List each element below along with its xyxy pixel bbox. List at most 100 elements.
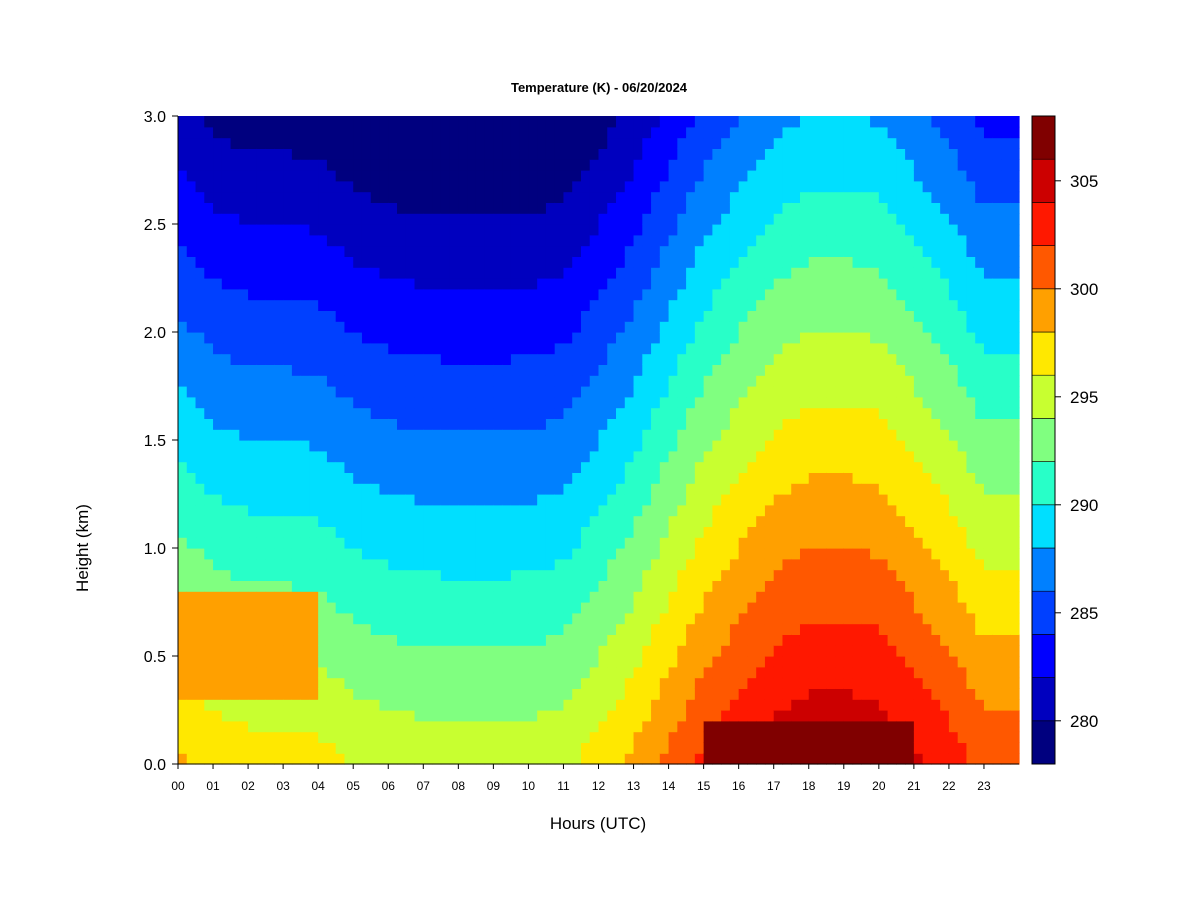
heatmap-cell xyxy=(563,569,573,581)
heatmap-cell xyxy=(712,623,722,635)
heatmap-cell xyxy=(537,612,547,625)
heatmap-cell xyxy=(467,483,477,495)
heatmap-cell xyxy=(230,137,240,149)
heatmap-cell xyxy=(300,342,311,355)
heatmap-cell xyxy=(694,450,705,463)
heatmap-cell xyxy=(300,504,311,517)
heatmap-cell xyxy=(756,472,766,484)
heatmap-cell xyxy=(239,645,249,657)
heatmap-cell xyxy=(397,666,407,679)
heatmap-cell xyxy=(642,472,652,484)
heatmap-cell xyxy=(817,202,827,214)
heatmap-cell xyxy=(545,321,556,333)
heatmap-cell xyxy=(204,569,214,581)
heatmap-cell xyxy=(195,440,205,452)
heatmap-cell xyxy=(178,612,188,625)
heatmap-cell xyxy=(580,191,591,203)
heatmap-cell xyxy=(738,472,749,484)
heatmap-cell xyxy=(747,126,757,139)
heatmap-cell xyxy=(283,591,293,603)
heatmap-cell xyxy=(283,386,293,398)
heatmap-cell xyxy=(878,569,889,581)
heatmap-cell xyxy=(835,396,845,409)
heatmap-cell xyxy=(502,116,512,128)
heatmap-cell xyxy=(703,180,713,193)
heatmap-cell xyxy=(651,710,661,722)
heatmap-cell xyxy=(353,148,363,160)
heatmap-cell xyxy=(458,288,468,301)
heatmap-cell xyxy=(458,548,468,560)
heatmap-cell xyxy=(335,386,346,398)
heatmap-cell xyxy=(870,396,880,409)
heatmap-cell xyxy=(379,170,389,182)
heatmap-cell xyxy=(668,526,678,538)
heatmap-cell xyxy=(607,483,617,495)
heatmap-cell xyxy=(598,645,608,657)
heatmap-cell xyxy=(256,591,267,603)
heatmap-cell xyxy=(239,515,249,527)
heatmap-cell xyxy=(852,699,862,711)
heatmap-cell xyxy=(213,224,223,236)
heatmap-cell xyxy=(896,688,906,700)
heatmap-cell xyxy=(738,191,749,203)
heatmap-cell xyxy=(861,288,871,301)
heatmap-cell xyxy=(580,710,591,722)
heatmap-cell xyxy=(379,450,389,463)
heatmap-cell xyxy=(361,267,372,279)
heatmap-cell xyxy=(791,548,801,560)
heatmap-cell xyxy=(633,515,643,527)
heatmap-cell xyxy=(747,299,757,311)
heatmap-cell xyxy=(256,267,267,279)
heatmap-cell xyxy=(405,580,416,592)
heatmap-cell xyxy=(624,278,635,290)
heatmap-cell xyxy=(440,688,451,700)
heatmap-cell xyxy=(545,137,556,149)
heatmap-cell xyxy=(563,580,573,592)
heatmap-cell xyxy=(361,234,372,247)
heatmap-cell xyxy=(432,224,442,236)
heatmap-cell xyxy=(563,407,573,419)
heatmap-cell xyxy=(432,407,442,419)
heatmap-cell xyxy=(799,429,810,441)
heatmap-cell xyxy=(817,548,827,560)
heatmap-cell xyxy=(300,234,311,247)
heatmap-cell xyxy=(309,612,319,625)
heatmap-cell xyxy=(379,245,389,257)
heatmap-cell xyxy=(449,537,459,549)
heatmap-cell xyxy=(309,202,319,214)
heatmap-cell xyxy=(361,742,372,754)
heatmap-cell xyxy=(835,321,845,333)
heatmap-cell xyxy=(826,256,836,268)
heatmap-cell xyxy=(213,591,223,603)
heatmap-cell xyxy=(537,364,547,376)
heatmap-cell xyxy=(502,202,512,214)
heatmap-cell xyxy=(300,580,311,592)
heatmap-cell xyxy=(817,310,827,322)
heatmap-cell xyxy=(502,159,512,171)
heatmap-cell xyxy=(484,634,494,646)
heatmap-cell xyxy=(616,569,626,581)
heatmap-cell xyxy=(852,137,862,149)
heatmap-cell xyxy=(291,569,302,581)
heatmap-cell xyxy=(712,742,722,754)
heatmap-cell xyxy=(510,288,521,301)
heatmap-cell xyxy=(265,461,275,473)
heatmap-cell xyxy=(502,634,512,646)
heatmap-cell xyxy=(213,472,223,484)
heatmap-cell xyxy=(896,429,906,441)
heatmap-cell xyxy=(274,558,284,571)
heatmap-cell xyxy=(537,310,547,322)
heatmap-cell xyxy=(475,666,486,679)
heatmap-cell xyxy=(799,116,810,128)
heatmap-cell xyxy=(388,267,398,279)
heatmap-cell xyxy=(791,537,801,549)
heatmap-cell xyxy=(747,396,757,409)
heatmap-cell xyxy=(484,256,494,268)
heatmap-cell xyxy=(309,278,319,290)
heatmap-cell xyxy=(764,645,775,657)
heatmap-cell xyxy=(686,288,696,301)
heatmap-cell xyxy=(195,645,205,657)
heatmap-cell xyxy=(624,515,635,527)
heatmap-cell xyxy=(283,288,293,301)
heatmap-cell xyxy=(598,591,608,603)
